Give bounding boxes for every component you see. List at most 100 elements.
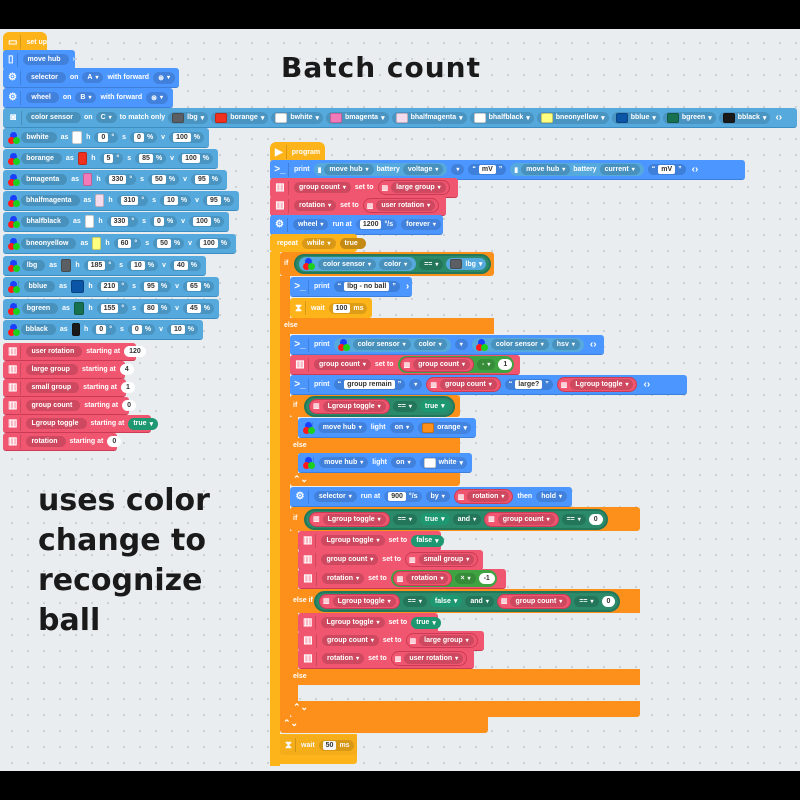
match-color-bblue[interactable]: bblue ▾: [611, 111, 660, 124]
motor-name[interactable]: wheel: [26, 92, 59, 103]
variable-dropdown[interactable]: group count: [439, 379, 497, 390]
variable-dropdown[interactable]: group count: [294, 182, 351, 193]
expand-collapse-arrows[interactable]: ⌃⌄: [283, 718, 299, 728]
initial-value-input[interactable]: 0: [122, 400, 137, 411]
setup-hat-block[interactable]: ▭ set up: [3, 32, 47, 52]
text-literal[interactable]: “mV”: [468, 164, 507, 175]
number-input[interactable]: -1: [478, 573, 495, 584]
operator-dropdown[interactable]: ==: [392, 513, 417, 525]
v-input[interactable]: 100%: [178, 153, 213, 164]
variable-reporter[interactable]: ▥ rotation: [453, 489, 514, 504]
text-literal[interactable]: “large?”: [504, 379, 553, 390]
hub-dropdown[interactable]: move hub: [317, 422, 367, 433]
speed-input[interactable]: 1200 °/s: [355, 219, 398, 230]
color-name[interactable]: lbg: [21, 260, 46, 271]
color-equals-condition[interactable]: color sensorcolor==lbg▾: [294, 254, 492, 274]
variable-dropdown[interactable]: user rotation: [376, 200, 436, 211]
hub-name[interactable]: move hub: [22, 54, 69, 65]
direction-dropdown[interactable]: ⊛: [153, 71, 175, 84]
hub-light-block[interactable]: move hublightonorange▾: [298, 418, 476, 438]
variable-name[interactable]: small group: [26, 382, 80, 393]
code-canvas[interactable]: Batch count uses color change to recogni…: [0, 29, 800, 771]
print-battery-block[interactable]: >_print ▮move hubbatteryvoltage “mV” ▮mo…: [270, 160, 745, 180]
boolean-dropdown[interactable]: false ▾: [411, 534, 444, 547]
variable-dropdown[interactable]: Lgroup toggle: [321, 535, 385, 546]
match-color-bmagenta[interactable]: bmagenta ▾: [326, 111, 389, 124]
color-sensor-setup-block[interactable]: ◙ color sensoronCto match only lbg▾ boran…: [3, 108, 797, 128]
motor-dropdown[interactable]: selector: [313, 491, 357, 502]
v-input[interactable]: 45%: [182, 303, 214, 314]
color-name[interactable]: bwhite: [21, 132, 57, 143]
color-name[interactable]: bhalfblack: [21, 216, 69, 227]
s-input[interactable]: 0%: [130, 132, 158, 143]
number-input[interactable]: 1: [498, 359, 513, 370]
v-input[interactable]: 40%: [169, 260, 201, 271]
variable-reporter[interactable]: ▥ group count: [496, 593, 572, 609]
v-input[interactable]: 100%: [169, 132, 204, 143]
variable-dropdown[interactable]: Lgroup toggle: [332, 595, 396, 607]
match-color-borange[interactable]: borange ▾: [211, 111, 269, 124]
mode-dropdown[interactable]: color: [413, 339, 447, 350]
operator-dropdown[interactable]: -: [476, 359, 496, 370]
variable-init-block[interactable]: ▥ user rotation starting at 120: [3, 343, 146, 361]
variable-reporter[interactable]: ▥ rotation: [392, 571, 453, 586]
variable-reporter[interactable]: ▥ group count: [484, 511, 559, 527]
variable-dropdown[interactable]: group count: [314, 359, 371, 370]
set-variable-block[interactable]: ▥group countset to▥small group: [298, 550, 483, 570]
program-hat-block[interactable]: ▶ program: [270, 142, 325, 162]
operator-dropdown[interactable]: ==: [561, 513, 586, 525]
battery-voltage-reporter[interactable]: ▮move hubbatteryvoltage: [313, 163, 448, 176]
if-condition[interactable]: color sensorcolor==lbg▾: [294, 254, 492, 274]
variable-reporter[interactable]: ▥ Lgroup toggle: [319, 593, 400, 609]
color-def-block[interactable]: bblue as h 210 ° s 95% v 65%: [3, 277, 219, 297]
color-dropdown[interactable]: white ▾: [419, 456, 467, 469]
initial-value-input[interactable]: 1: [120, 382, 135, 393]
chevron-icon[interactable]: ›: [405, 281, 410, 292]
and-condition[interactable]: ▥Lgroup toggle==false▾and▥group count==0: [314, 590, 621, 612]
color-name[interactable]: bblack: [20, 324, 56, 335]
variable-dropdown[interactable]: Lgroup toggle: [321, 617, 385, 628]
h-input[interactable]: 210 °: [96, 281, 129, 292]
variable-dropdown[interactable]: large group: [391, 182, 446, 193]
variable-dropdown[interactable]: Lgroup toggle: [322, 513, 386, 525]
duration-dropdown[interactable]: forever: [401, 219, 441, 230]
wait-input[interactable]: 50 ms: [318, 739, 354, 751]
set-variable-block[interactable]: ▥group countset to▥group count-1: [290, 355, 520, 375]
s-input[interactable]: 0%: [150, 216, 178, 227]
subtract-expression[interactable]: ▥group count-1: [397, 356, 515, 373]
operator-dropdown[interactable]: ==: [419, 258, 444, 270]
h-input[interactable]: 185 °: [83, 260, 116, 271]
variable-dropdown[interactable]: rotation: [322, 573, 365, 584]
mode-dropdown[interactable]: by: [425, 491, 450, 502]
color-name[interactable]: bneonyellow: [21, 238, 77, 249]
separator-dropdown[interactable]: [409, 379, 423, 390]
variable-name[interactable]: group count: [26, 400, 81, 411]
boolean-dropdown[interactable]: true ▾: [419, 400, 450, 412]
variable-reporter[interactable]: ▥ large group: [377, 180, 450, 195]
boolean-dropdown[interactable]: true ▾: [411, 616, 441, 629]
hub-dropdown[interactable]: move hub: [324, 164, 374, 175]
s-input[interactable]: 50%: [153, 238, 185, 249]
variable-reporter[interactable]: ▥ Lgroup toggle: [309, 398, 390, 414]
match-color-bblack[interactable]: bblack ▾: [718, 111, 771, 124]
wheel-motor-block[interactable]: ⚙ wheelonBwith forward⊛: [3, 88, 173, 108]
text-literal[interactable]: “mV”: [647, 164, 686, 175]
h-input[interactable]: 0 °: [94, 132, 119, 143]
expand-collapse-arrows[interactable]: ⌃⌄: [293, 474, 309, 484]
variable-reporter[interactable]: ▥ Lgroup toggle: [556, 377, 638, 392]
color-name[interactable]: bmagenta: [21, 174, 68, 185]
text-literal[interactable]: “lbg - no ball”: [333, 281, 400, 292]
color-def-block[interactable]: borange as h 5 ° s 85% v 100%: [3, 149, 218, 169]
boolean-dropdown[interactable]: false ▾: [429, 595, 463, 607]
variable-init-block[interactable]: ▥ large group starting at 4: [3, 361, 134, 379]
and-condition[interactable]: ▥Lgroup toggle==true▾and▥group count==0: [304, 508, 608, 530]
variable-reporter[interactable]: ▥ user rotation: [362, 198, 440, 213]
motor-name[interactable]: selector: [25, 72, 66, 83]
variable-name[interactable]: user rotation: [26, 346, 83, 357]
s-input[interactable]: 80%: [140, 303, 172, 314]
h-input[interactable]: 330 °: [106, 216, 139, 227]
